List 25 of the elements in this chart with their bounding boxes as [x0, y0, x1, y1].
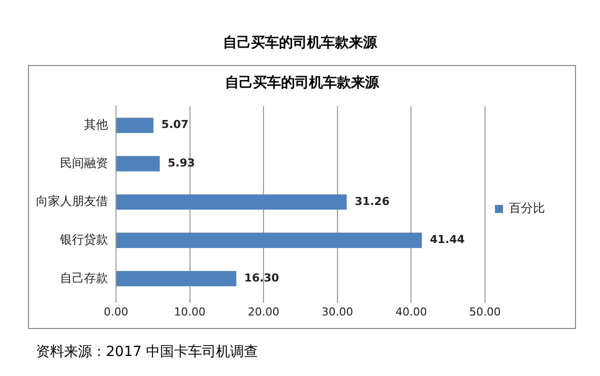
- text: 5.93: [168, 156, 195, 170]
- chart-title: 自己买车的司机车款来源: [222, 34, 378, 52]
- text: 31.26: [354, 194, 390, 208]
- bar: [116, 118, 154, 134]
- y-tick-label: 民间融资: [60, 156, 108, 170]
- x-tick-label: 10.00: [174, 305, 206, 318]
- text: 资料来源：2017 中国卡车司机调查: [36, 343, 258, 361]
- bar: [116, 232, 422, 248]
- chart-subtitle: 自己买车的司机车款来源: [224, 74, 380, 92]
- x-tick-label: 0.00: [104, 305, 128, 318]
- text: 41.44: [430, 233, 465, 246]
- bar: [116, 270, 236, 286]
- bar: [116, 194, 347, 210]
- text: 16.30: [244, 272, 280, 284]
- y-tick-label: 其他: [84, 117, 108, 132]
- y-tick-label: 自己存款: [60, 270, 108, 285]
- y-tick-label: 银行贷款: [59, 232, 108, 246]
- x-tick-label: 50.00: [469, 305, 501, 318]
- y-tick-label: 向家人朋友借: [36, 194, 108, 208]
- x-tick-label: 40.00: [395, 305, 427, 318]
- x-tick-label: 20.00: [248, 305, 280, 318]
- legend-label: 百分比: [509, 201, 545, 216]
- x-tick-label: 30.00: [322, 305, 354, 318]
- bar: [116, 156, 160, 172]
- text: 5.07: [161, 118, 189, 132]
